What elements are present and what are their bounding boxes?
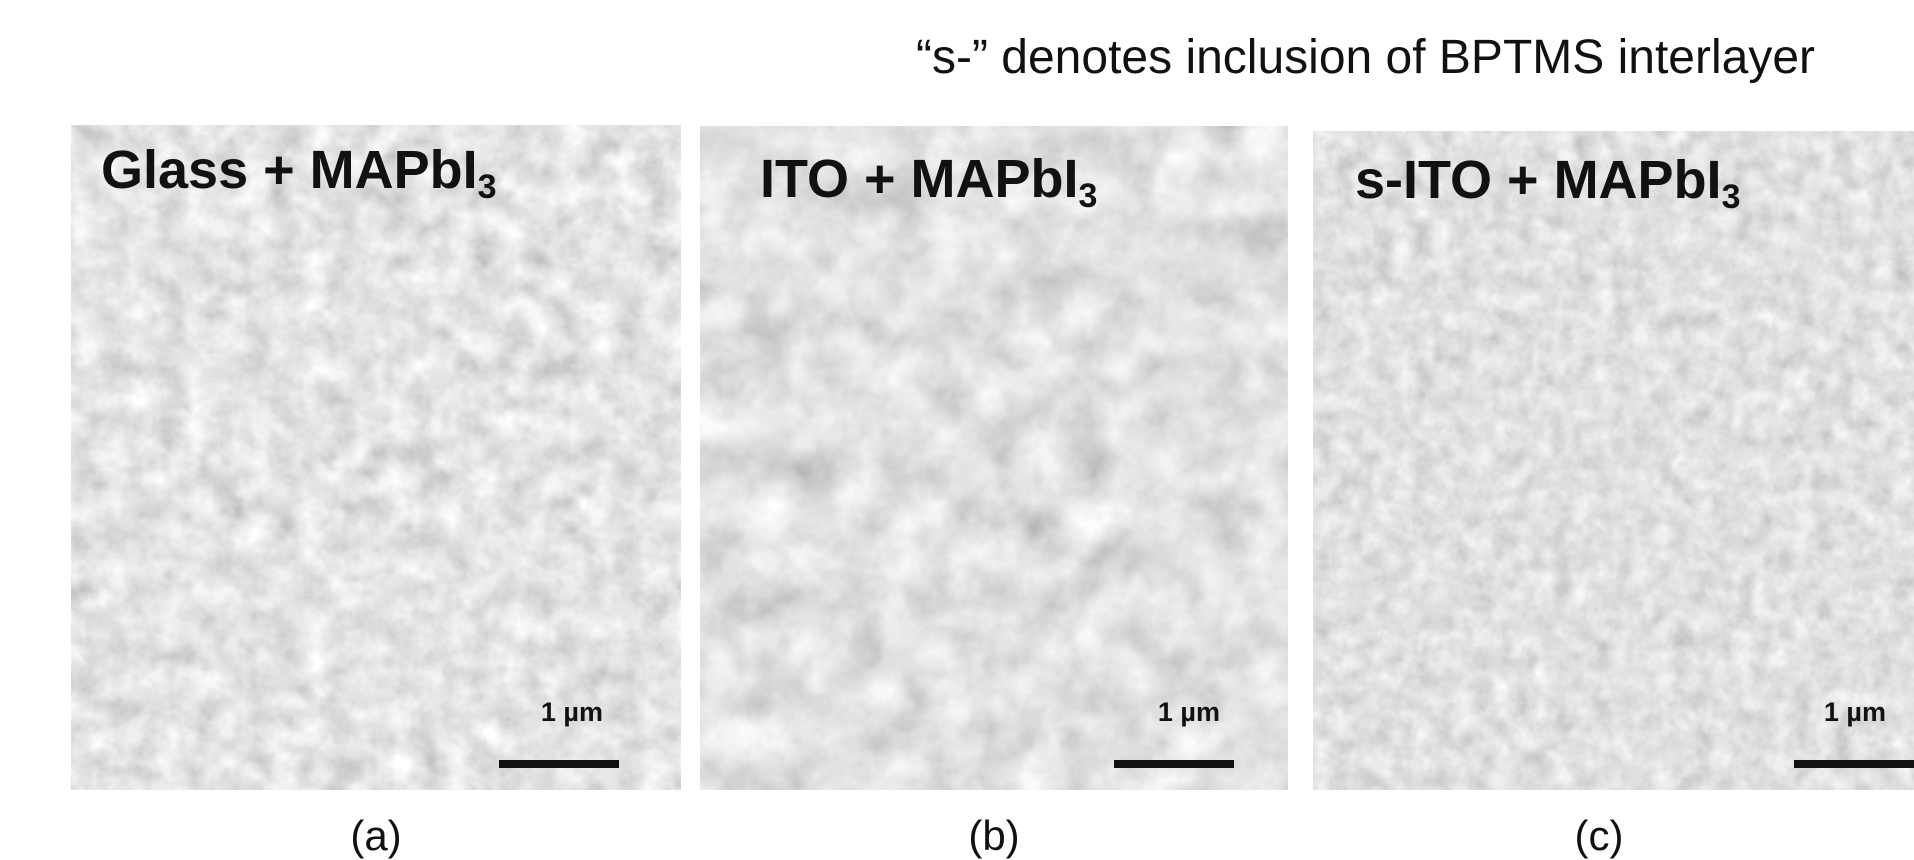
title-subscript: 3 xyxy=(478,168,497,206)
title-text: s-ITO + MAPbI xyxy=(1355,150,1722,210)
panel-label: (b) xyxy=(968,812,1019,860)
title-text: ITO + MAPbI xyxy=(760,149,1079,209)
sem-panel: ITO + MAPbI3 1 µm xyxy=(700,126,1288,790)
title-text: Glass + MAPbI xyxy=(101,140,478,200)
scale-bar xyxy=(499,760,619,768)
title-subscript: 3 xyxy=(1722,178,1741,216)
sem-panel: s-ITO + MAPbI3 1 µm xyxy=(1313,131,1914,790)
panel-title: Glass + MAPbI3 xyxy=(101,139,497,207)
sem-panel: Glass + MAPbI3 1 µm xyxy=(71,125,681,790)
figure: “s-” denotes inclusion of BPTMS interlay… xyxy=(0,0,1914,855)
scale-bar-label: 1 µm xyxy=(1824,697,1886,728)
scale-bar xyxy=(1794,760,1914,768)
panel-label: (a) xyxy=(350,812,401,860)
scale-bar-label: 1 µm xyxy=(541,697,603,728)
sem-image xyxy=(700,126,1288,790)
sem-image xyxy=(71,125,681,790)
scale-bar xyxy=(1114,760,1234,768)
panel-label: (c) xyxy=(1575,812,1624,860)
header-note: “s-” denotes inclusion of BPTMS interlay… xyxy=(916,30,1815,85)
title-subscript: 3 xyxy=(1079,177,1098,215)
sem-image xyxy=(1313,131,1914,790)
panel-title: s-ITO + MAPbI3 xyxy=(1355,149,1740,217)
panel-title: ITO + MAPbI3 xyxy=(760,148,1097,216)
scale-bar-label: 1 µm xyxy=(1158,697,1220,728)
